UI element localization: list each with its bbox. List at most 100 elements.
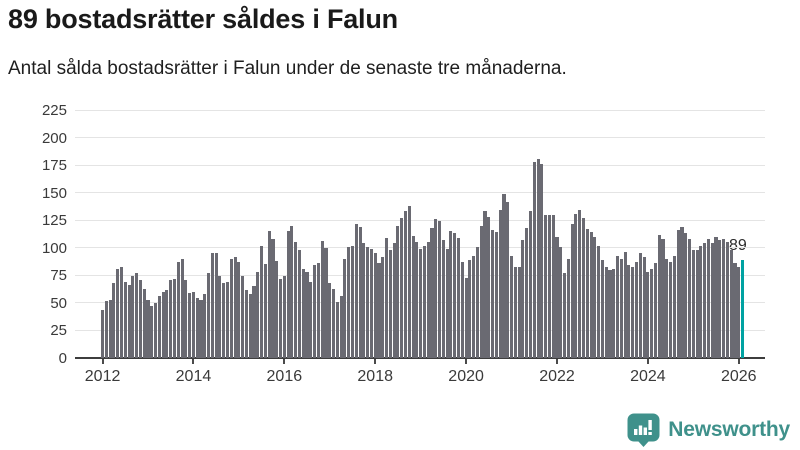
bar — [494, 232, 498, 358]
bar — [324, 247, 328, 358]
bar — [597, 245, 601, 358]
bar — [222, 283, 226, 358]
bar — [468, 259, 472, 358]
y-axis-tick-label: 225 — [41, 102, 67, 119]
x-axis-tick — [283, 359, 286, 364]
gridline-y-125 — [75, 219, 765, 221]
x-axis-tick — [192, 359, 195, 364]
y-axis-tick-label: 200 — [41, 129, 67, 147]
bar — [362, 243, 366, 358]
bar — [116, 268, 120, 358]
bar — [460, 262, 464, 358]
bar — [138, 279, 142, 358]
bar — [411, 235, 415, 358]
bar — [574, 213, 578, 358]
x-axis-line — [75, 357, 765, 359]
x-axis-tick-label: 2020 — [448, 368, 484, 385]
x-axis-tick-label: 2024 — [630, 368, 666, 385]
bar — [509, 255, 514, 358]
bar — [157, 296, 161, 358]
bar — [725, 242, 729, 358]
bar — [172, 278, 177, 358]
bar — [434, 219, 438, 358]
y-axis-tick-label: 25 — [50, 322, 67, 340]
chart-subtitle: Antal sålda bostadsrätter i Falun under … — [8, 58, 567, 79]
y-axis-tick-label: 0 — [58, 350, 67, 367]
bar — [544, 214, 548, 358]
gridline-y-100 — [75, 247, 765, 249]
bar — [441, 240, 445, 358]
bar — [536, 158, 540, 358]
bar — [684, 233, 688, 358]
bar — [540, 164, 544, 358]
bar — [430, 227, 434, 358]
bar — [309, 281, 313, 358]
y-axis-tick-label: 125 — [41, 212, 67, 230]
bar — [188, 292, 192, 358]
bar — [491, 230, 495, 358]
bar-chart-plot-area: 89 0 25 50 75 100 125 150 175 200 225 2012 2014 2016… — [42, 103, 765, 385]
bar — [676, 230, 680, 358]
bar — [328, 283, 332, 358]
x-axis-tick-label: 2014 — [175, 368, 212, 385]
bar — [176, 262, 180, 358]
bar — [714, 236, 718, 358]
bar — [612, 268, 616, 358]
bar — [195, 298, 199, 358]
x-axis-tick — [555, 359, 558, 364]
bar — [112, 283, 116, 358]
bar — [589, 232, 593, 358]
bar — [680, 226, 684, 358]
x-axis-tick — [374, 359, 377, 364]
bar — [449, 231, 453, 358]
bar — [108, 299, 112, 358]
bar — [570, 223, 574, 358]
bar — [566, 258, 570, 358]
bar — [297, 249, 302, 358]
bar — [320, 241, 324, 358]
bar — [627, 265, 631, 358]
bar — [718, 240, 722, 358]
bar — [513, 266, 517, 358]
bar — [123, 281, 127, 358]
bar — [532, 161, 536, 358]
bar — [392, 243, 396, 358]
x-axis-tick-label: 2022 — [539, 368, 575, 385]
bar — [559, 246, 563, 358]
bar — [472, 255, 476, 358]
y-axis-tick-label: 100 — [41, 239, 67, 257]
y-axis-tick-label: 150 — [41, 184, 67, 202]
bar — [593, 236, 597, 358]
bar — [233, 256, 237, 358]
bar — [225, 281, 230, 358]
bar — [388, 249, 392, 358]
newsworthy-icon — [627, 413, 660, 447]
bar — [332, 288, 336, 358]
x-axis-tick — [737, 359, 740, 364]
bar — [517, 266, 521, 358]
bar — [506, 201, 510, 358]
bar — [191, 291, 195, 358]
bar — [487, 216, 491, 358]
bar — [131, 276, 135, 358]
bar — [154, 302, 158, 358]
bar — [638, 253, 642, 358]
bar — [729, 249, 733, 358]
bar — [616, 255, 620, 358]
bar — [695, 249, 699, 358]
bar — [415, 242, 419, 358]
bar — [358, 226, 362, 358]
bar — [407, 205, 411, 358]
bar — [475, 246, 479, 358]
bar — [278, 278, 283, 358]
bar — [521, 240, 525, 358]
newsworthy-logo: Newsworthy — [627, 413, 790, 447]
bar — [400, 218, 404, 358]
bar — [207, 273, 211, 358]
bar — [547, 214, 551, 358]
bar — [608, 269, 612, 358]
bar — [479, 225, 483, 358]
bar — [653, 263, 657, 358]
bar — [563, 273, 567, 358]
x-axis-tick-label: 2016 — [266, 368, 303, 385]
